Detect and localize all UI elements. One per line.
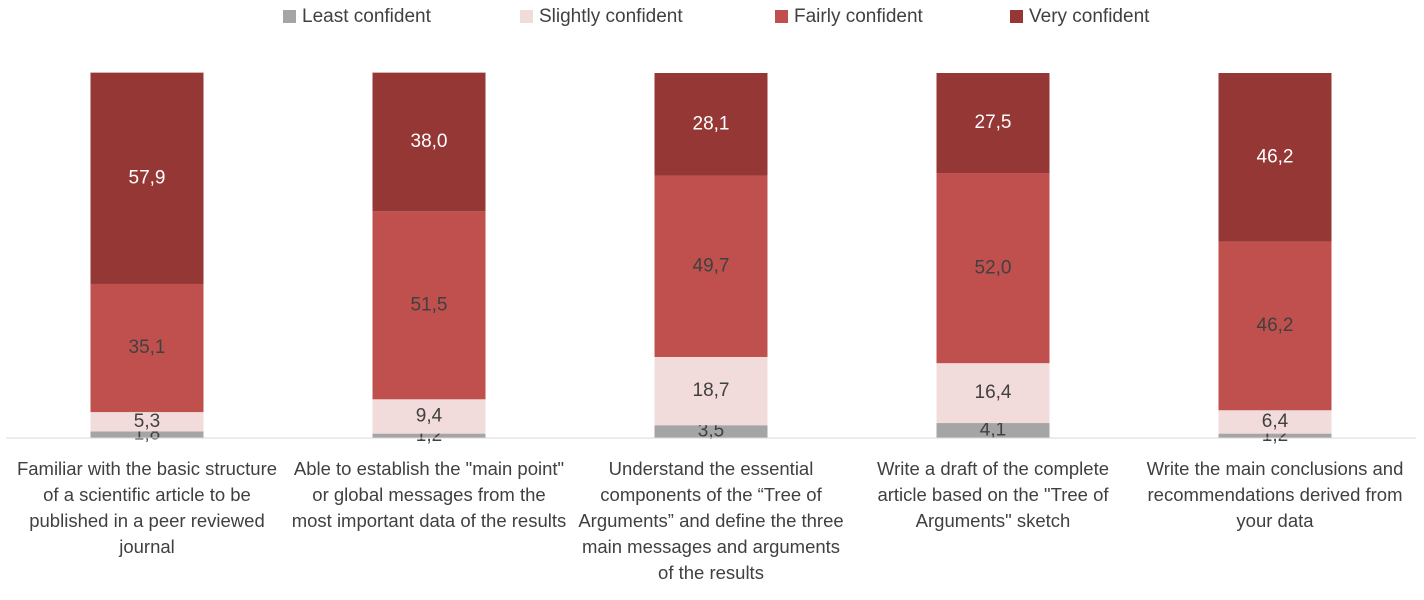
- value-label: 6,4: [1262, 411, 1289, 432]
- value-label: 51,5: [411, 294, 448, 315]
- x-tick-label: Write the main conclusions and recommend…: [1146, 458, 1404, 531]
- legend-label: Very confident: [1029, 6, 1150, 27]
- bar-segment: [372, 72, 486, 212]
- bar-segment: [936, 363, 1050, 424]
- bar-segment: [1218, 433, 1332, 438]
- bar-segment: [90, 283, 204, 413]
- legend-label: Fairly confident: [794, 6, 924, 27]
- legend-swatch: [1010, 10, 1023, 23]
- value-label: 57,9: [129, 167, 166, 188]
- value-label: 16,4: [975, 382, 1012, 403]
- legend-swatch: [283, 10, 296, 23]
- value-label: 18,7: [693, 380, 730, 401]
- bar-segment: [1218, 410, 1332, 434]
- bar-segment: [654, 73, 768, 176]
- value-label: 4,1: [980, 420, 1006, 441]
- bar-segment: [654, 356, 768, 426]
- bar-segment: [372, 433, 486, 438]
- bar-segment: [90, 431, 204, 438]
- bar-segment: [372, 211, 486, 400]
- value-label: 9,4: [416, 405, 443, 426]
- legend-swatch: [775, 10, 788, 23]
- bar-segment: [654, 425, 768, 438]
- x-tick-label: Write a draft of the complete article ba…: [876, 458, 1110, 531]
- value-label: 5,3: [134, 411, 160, 432]
- value-label: 27,5: [975, 112, 1012, 133]
- bar-segment: [1218, 73, 1332, 242]
- value-label: 49,7: [693, 255, 730, 276]
- legend-swatch: [520, 10, 533, 23]
- bar-segment: [936, 423, 1050, 438]
- bar-segment: [1218, 241, 1332, 411]
- bar-segment: [936, 73, 1050, 174]
- value-label: 38,0: [411, 131, 448, 152]
- x-tick-label: Able to establish the "main point" or gl…: [291, 458, 567, 531]
- legend-label: Least confident: [302, 6, 432, 27]
- bar-segment: [654, 175, 768, 357]
- bar-segment: [90, 72, 204, 284]
- bar-segment: [372, 399, 486, 434]
- value-label: 46,2: [1257, 146, 1294, 167]
- value-label: 46,2: [1257, 315, 1294, 336]
- value-label: 28,1: [693, 113, 730, 134]
- x-tick-label: Understand the essential components of t…: [578, 458, 844, 583]
- value-label: 3,5: [698, 421, 724, 442]
- legend-label: Slightly confident: [539, 6, 683, 27]
- value-label: 52,0: [975, 257, 1012, 278]
- value-label: 35,1: [129, 337, 166, 358]
- x-tick-label: Familiar with the basic structure of a s…: [16, 458, 278, 557]
- bar-segment: [936, 173, 1050, 364]
- bar-segment: [90, 412, 204, 432]
